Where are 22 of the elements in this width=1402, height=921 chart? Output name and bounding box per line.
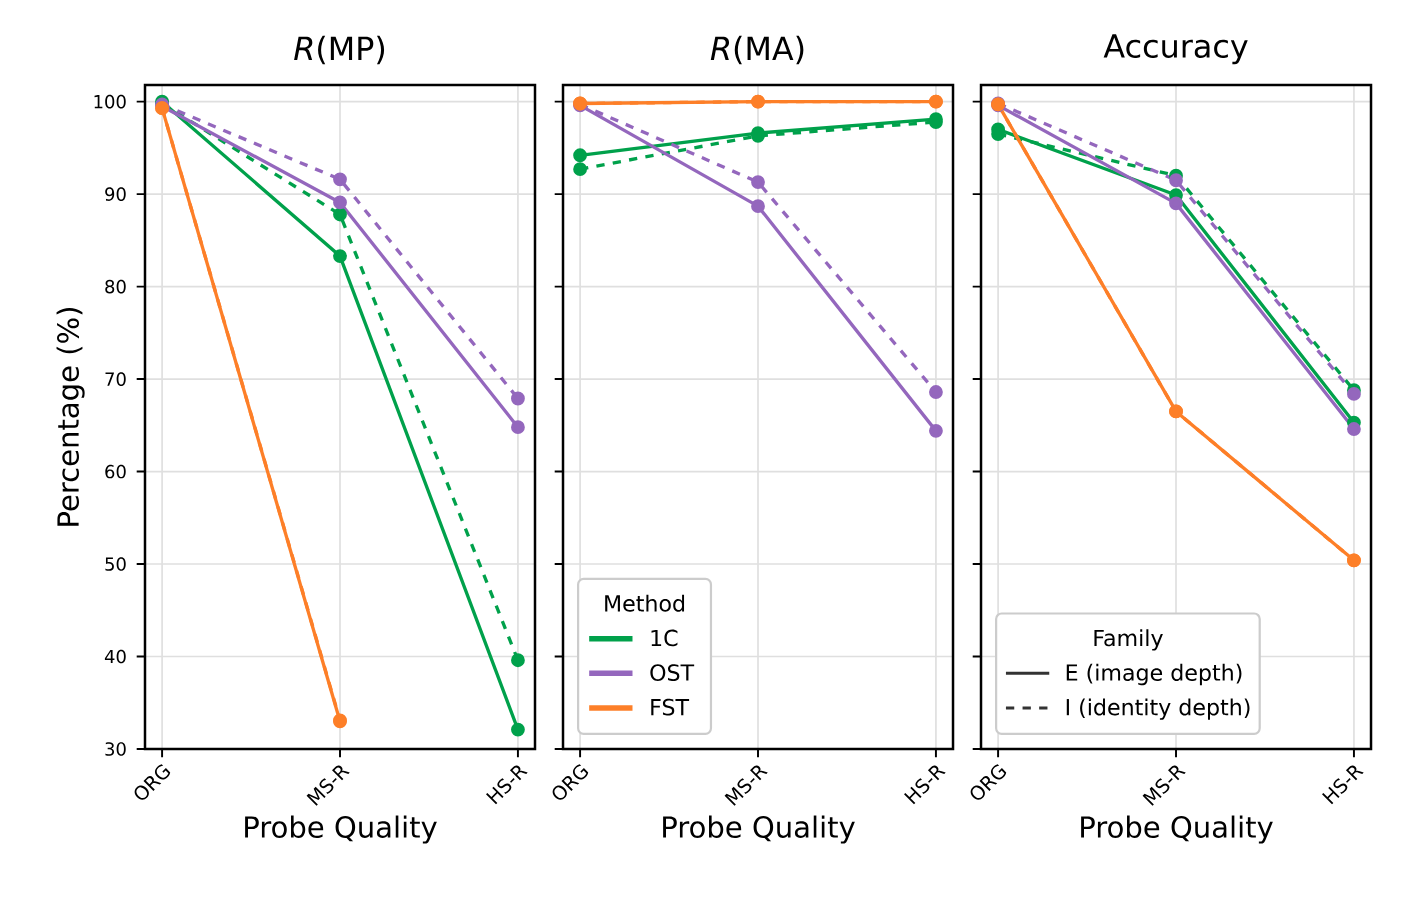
legend-title: Family [1094,629,1163,651]
legend-title: Method [605,594,685,612]
y-tick-label: 80 [105,279,126,294]
legend-label: FST [651,698,690,716]
legend-label: I (identity depth) [1066,698,1250,720]
legend-label: E (image depth) [1066,663,1242,686]
chart-title: R(MP) [294,35,385,65]
x-axis-title: Probe Quality [1081,815,1273,844]
legend-label: OST [650,664,695,681]
y-tick-label: 40 [104,649,126,664]
chart-title: R(MA) [710,35,804,65]
y-tick-label: 30 [105,742,126,756]
y-tick-label: 70 [105,372,126,386]
x-axis-title: Probe Quality [663,815,855,844]
x-axis-title: Probe Quality [245,815,437,844]
legend-label: 1C [651,629,678,647]
chart-title: Accuracy [1103,34,1248,65]
y-tick-label: 100 [94,94,126,109]
y-tick-label: 60 [105,464,126,479]
y-tick-label: 50 [105,557,126,571]
y-tick-label: 90 [105,187,126,201]
y-axis-title: Percentage (%) [56,308,85,526]
